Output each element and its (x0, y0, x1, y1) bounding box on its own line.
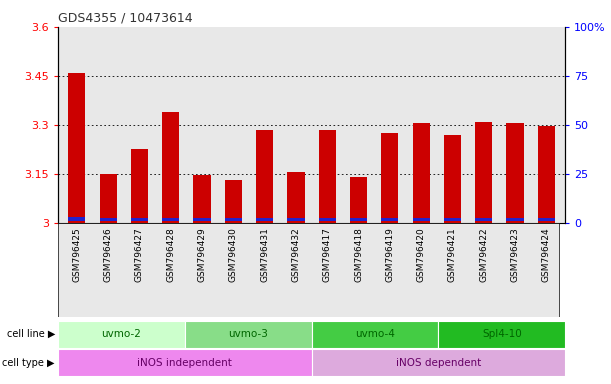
Text: GSM796418: GSM796418 (354, 227, 363, 282)
Text: GSM796425: GSM796425 (72, 227, 81, 282)
Bar (350, 177, 367, 223)
Text: cell line ▶: cell line ▶ (7, 329, 55, 339)
Bar (256, 130, 273, 223)
Text: GSM796424: GSM796424 (542, 227, 551, 282)
Bar (131, 218, 148, 221)
Text: GDS4355 / 10473614: GDS4355 / 10473614 (58, 11, 192, 24)
Text: uvmo-2: uvmo-2 (101, 329, 141, 339)
Bar (287, 218, 304, 221)
Bar (312, 321, 439, 348)
Bar (58, 321, 185, 348)
Text: uvmo-4: uvmo-4 (355, 329, 395, 339)
Bar (162, 112, 180, 223)
Text: GSM796419: GSM796419 (386, 227, 394, 282)
Bar (412, 123, 430, 223)
Bar (256, 218, 273, 221)
Text: iNOS independent: iNOS independent (137, 358, 232, 368)
Text: Spl4-10: Spl4-10 (482, 329, 522, 339)
Text: GSM796428: GSM796428 (166, 227, 175, 282)
Bar (475, 218, 492, 221)
Bar (444, 218, 461, 221)
Bar (444, 135, 461, 223)
Bar (68, 217, 86, 221)
Bar (194, 175, 211, 223)
Text: GSM796429: GSM796429 (197, 227, 207, 282)
Bar (162, 218, 180, 221)
Bar (439, 321, 565, 348)
Bar (507, 218, 524, 221)
Bar (100, 174, 117, 223)
Text: GSM796431: GSM796431 (260, 227, 269, 282)
Text: iNOS dependent: iNOS dependent (396, 358, 481, 368)
Bar (225, 180, 242, 223)
Bar (381, 133, 398, 223)
Text: GSM796423: GSM796423 (511, 227, 519, 282)
Bar (319, 130, 336, 223)
Text: cell type ▶: cell type ▶ (2, 358, 55, 368)
Text: GSM796426: GSM796426 (104, 227, 112, 282)
Text: GSM796420: GSM796420 (417, 227, 426, 282)
Bar (475, 122, 492, 223)
Text: GSM796427: GSM796427 (135, 227, 144, 282)
Bar (507, 123, 524, 223)
Bar (538, 126, 555, 223)
Bar (68, 73, 86, 223)
Text: GSM796430: GSM796430 (229, 227, 238, 282)
Text: uvmo-3: uvmo-3 (229, 329, 268, 339)
Text: GSM796417: GSM796417 (323, 227, 332, 282)
Bar (538, 218, 555, 221)
Bar (131, 149, 148, 223)
Bar (412, 218, 430, 221)
Bar (350, 218, 367, 221)
Bar (100, 218, 117, 221)
Bar (194, 218, 211, 221)
Text: GSM796422: GSM796422 (479, 227, 488, 282)
Bar (319, 218, 336, 221)
Bar (381, 218, 398, 221)
Bar (58, 349, 312, 376)
Bar (287, 172, 304, 223)
Text: GSM796432: GSM796432 (291, 227, 301, 282)
Bar (312, 349, 565, 376)
Bar (185, 321, 312, 348)
Text: GSM796421: GSM796421 (448, 227, 457, 282)
Bar (225, 218, 242, 221)
